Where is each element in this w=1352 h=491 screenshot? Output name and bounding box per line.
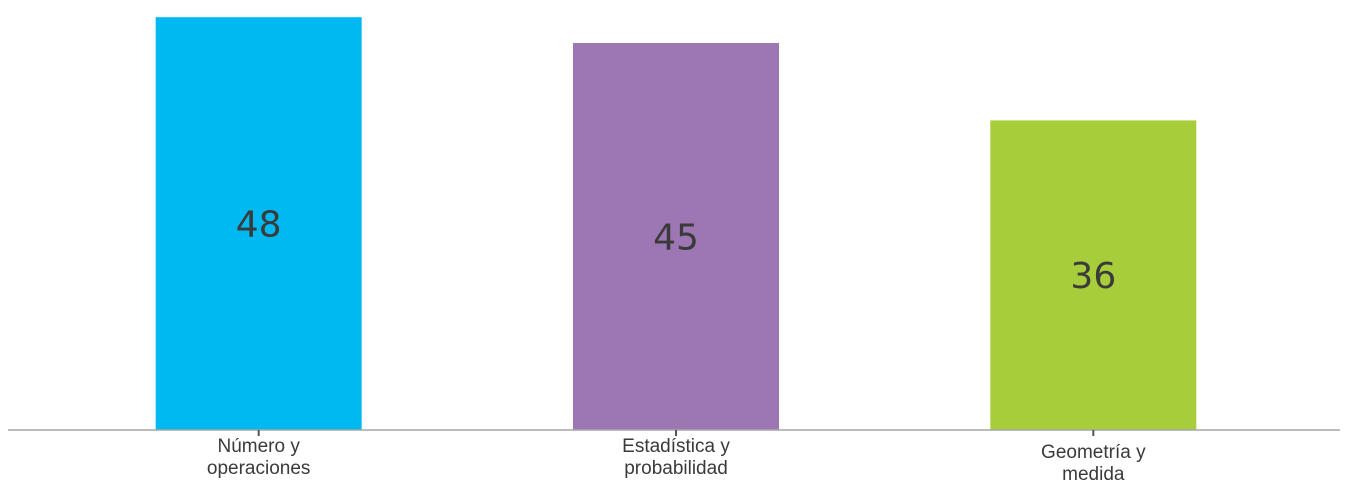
bar-1	[155, 17, 362, 430]
value-labels-group: 48 45 36	[236, 205, 1116, 298]
bar-value-label: 36	[1070, 256, 1116, 297]
category-label: Estadística y probabilidad	[622, 436, 730, 479]
bars-group	[155, 17, 1197, 431]
category-labels-group: Número y operaciones Estadística y probabil…	[207, 436, 1146, 485]
x-axis-ticks	[257, 430, 1095, 436]
category-label: Número y operaciones	[207, 436, 311, 479]
bar-value-label: 45	[653, 218, 699, 259]
bar-value-label: 48	[236, 205, 282, 246]
category-label: Geometría y medida	[1041, 442, 1146, 485]
bar-2	[573, 43, 779, 430]
bar-3	[990, 120, 1197, 431]
